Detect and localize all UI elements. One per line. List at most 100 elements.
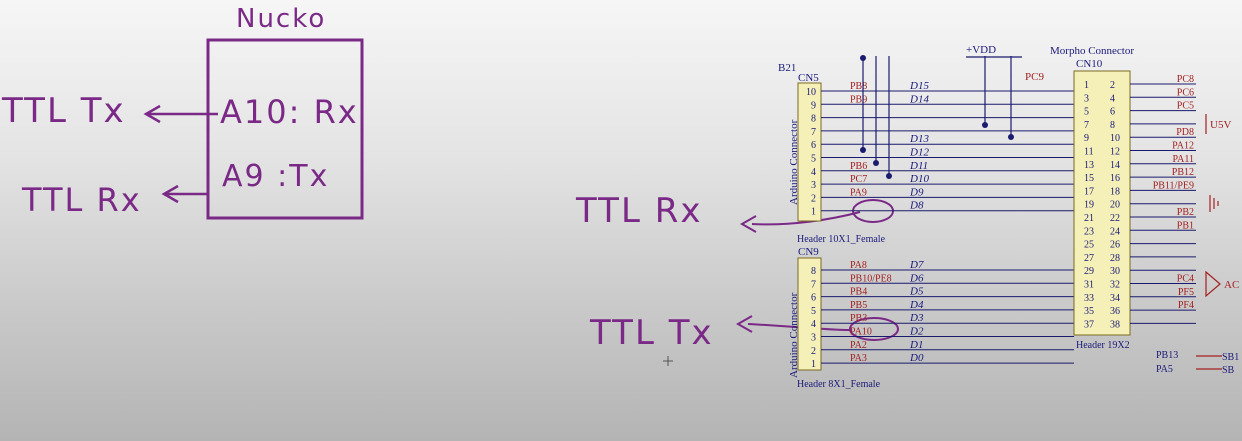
cn10-right-pin-36: 36 <box>1110 306 1120 317</box>
cn10-port-4: PC6 <box>1177 87 1194 98</box>
cn5-pin-9: 9 <box>811 100 816 111</box>
cn10-left-pin-33: 33 <box>1084 293 1094 304</box>
cn10-port-2: PC8 <box>1177 74 1194 85</box>
junction-dots <box>860 55 1014 179</box>
cn10-left-pin-19: 19 <box>1084 200 1094 211</box>
cn5-dname-1: D8 <box>909 200 924 212</box>
pin-tx-label: A9 :Tx <box>222 159 330 194</box>
cn10-port-14: PA11 <box>1173 154 1195 165</box>
arrow-to-ttl-rx <box>161 184 208 204</box>
cn9-port-4: PB3 <box>850 313 867 324</box>
cn5-ref: CN5 <box>798 72 819 84</box>
cn10-right-pin-4: 4 <box>1110 93 1115 104</box>
cn10-left-pin-11: 11 <box>1084 147 1094 158</box>
cn10-left-pin-7: 7 <box>1084 120 1089 131</box>
cn5-port-10: PB8 <box>850 81 867 92</box>
cn10-left-pin-23: 23 <box>1084 226 1094 237</box>
board-box <box>206 38 364 220</box>
cn10-right-pin-30: 30 <box>1110 266 1120 277</box>
cn10-right-pin-34: 34 <box>1110 293 1120 304</box>
cn5-pin-3: 3 <box>811 180 816 191</box>
cn9-dname-7: D6 <box>909 272 924 284</box>
right-ttl-rx-label: TTL Rx <box>576 191 703 231</box>
cn5-header <box>797 82 822 222</box>
u5v-label: U5V <box>1210 119 1231 131</box>
cn5-dname-5: D12 <box>909 147 929 159</box>
cn9-dname-3: D2 <box>909 326 924 338</box>
cn10-right-pin-2: 2 <box>1110 80 1115 91</box>
cn10-left-pin-21: 21 <box>1084 213 1094 224</box>
cn5-pin-6: 6 <box>811 140 816 151</box>
cn9-pin-5: 5 <box>811 306 816 317</box>
cn9-dname-8: D7 <box>909 259 924 271</box>
cn9-dname-5: D4 <box>909 299 924 311</box>
cn10-port-32: PC4 <box>1177 274 1194 285</box>
left-ttl-rx-label: TTL Rx <box>22 181 142 219</box>
sb1-label: SB1 <box>1222 352 1239 363</box>
cn10-port-22: PB2 <box>1177 207 1194 218</box>
cn9-dname-4: D3 <box>909 312 924 324</box>
cn10-ref: CN10 <box>1076 58 1103 70</box>
cn10-right-pin-8: 8 <box>1110 120 1115 131</box>
cn10-right-pin-18: 18 <box>1110 186 1120 197</box>
cn10-right-pin-10: 10 <box>1110 133 1120 144</box>
right-edge-symbols <box>1196 114 1222 370</box>
cn9-dname-2: D1 <box>909 339 923 351</box>
cn10-right-pin-26: 26 <box>1110 240 1120 251</box>
cn5-port-4: PB6 <box>850 161 867 172</box>
cn9-port-3: PA10 <box>850 327 872 338</box>
ac-label: AC <box>1224 279 1239 291</box>
cn10-port-24: PB1 <box>1177 220 1194 231</box>
cn9-pin-6: 6 <box>811 293 816 304</box>
cn10-left-pin-3: 3 <box>1084 93 1089 104</box>
morpho-label: Morpho Connector <box>1050 45 1134 57</box>
cn10-port-16: PB12 <box>1172 167 1194 178</box>
cn9-port-8: PA8 <box>850 260 867 271</box>
cn9-pin-2: 2 <box>811 346 816 357</box>
cn5-footer: Header 10X1_Female <box>797 234 886 245</box>
cn10-left-pin-17: 17 <box>1084 186 1094 197</box>
cn10-left-pin-9: 9 <box>1084 133 1089 144</box>
cn10-left-pin-29: 29 <box>1084 266 1094 277</box>
cn5-port-2: PA9 <box>850 187 867 198</box>
cn9-port-2: PA2 <box>850 340 867 351</box>
cn10-right-pin-38: 38 <box>1110 319 1120 330</box>
cn10-right-pin-22: 22 <box>1110 213 1120 224</box>
cn5-port-3: PC7 <box>850 174 867 185</box>
cn9-pin-3: 3 <box>811 333 816 344</box>
cn9-dname-6: D5 <box>909 286 924 298</box>
cn5-dname-3: D10 <box>909 173 929 185</box>
bus-wires <box>862 56 1022 176</box>
cn10-port-6: PC5 <box>1177 101 1194 112</box>
cn10-right-pin-16: 16 <box>1110 173 1120 184</box>
cn5-dname-9: D14 <box>909 93 929 105</box>
cn5-port-9: PB9 <box>850 94 867 105</box>
cn10-right-pin-28: 28 <box>1110 253 1120 264</box>
cn10-left-pin-1: 1 <box>1084 80 1089 91</box>
cn10-footer: Header 19X2 <box>1076 340 1130 351</box>
cn9-pin-1: 1 <box>811 359 816 370</box>
cn9-footer: Header 8X1_Female <box>797 379 881 390</box>
pb13-label: PB13 <box>1156 350 1178 361</box>
cn10-right-pin-32: 32 <box>1110 280 1120 291</box>
pc9-label: PC9 <box>1025 71 1044 83</box>
cn10-left-pin-27: 27 <box>1084 253 1094 264</box>
cn9-port-1: PA3 <box>850 353 867 364</box>
pin-rx-label: A10: Rx <box>220 93 359 131</box>
board-title: Nucko <box>236 4 327 34</box>
sb2-label: SB <box>1222 365 1235 376</box>
cn10-left-pin-35: 35 <box>1084 306 1094 317</box>
cn5-dname-10: D15 <box>909 80 929 92</box>
cn9-pin-8: 8 <box>811 266 816 277</box>
cn10-right-pin-12: 12 <box>1110 147 1120 158</box>
cn5-dname-2: D9 <box>909 186 924 198</box>
cn5-pin-4: 4 <box>811 167 816 178</box>
cn9-header <box>797 257 822 371</box>
cn9-port-6: PB4 <box>850 287 867 298</box>
cn5-side-label: Arduino Connector <box>788 119 800 205</box>
cn9-pin-7: 7 <box>811 279 816 290</box>
cn5-dname-4: D11 <box>909 160 928 172</box>
cn9-ref: CN9 <box>798 246 819 258</box>
cn5-pin-7: 7 <box>811 127 816 138</box>
